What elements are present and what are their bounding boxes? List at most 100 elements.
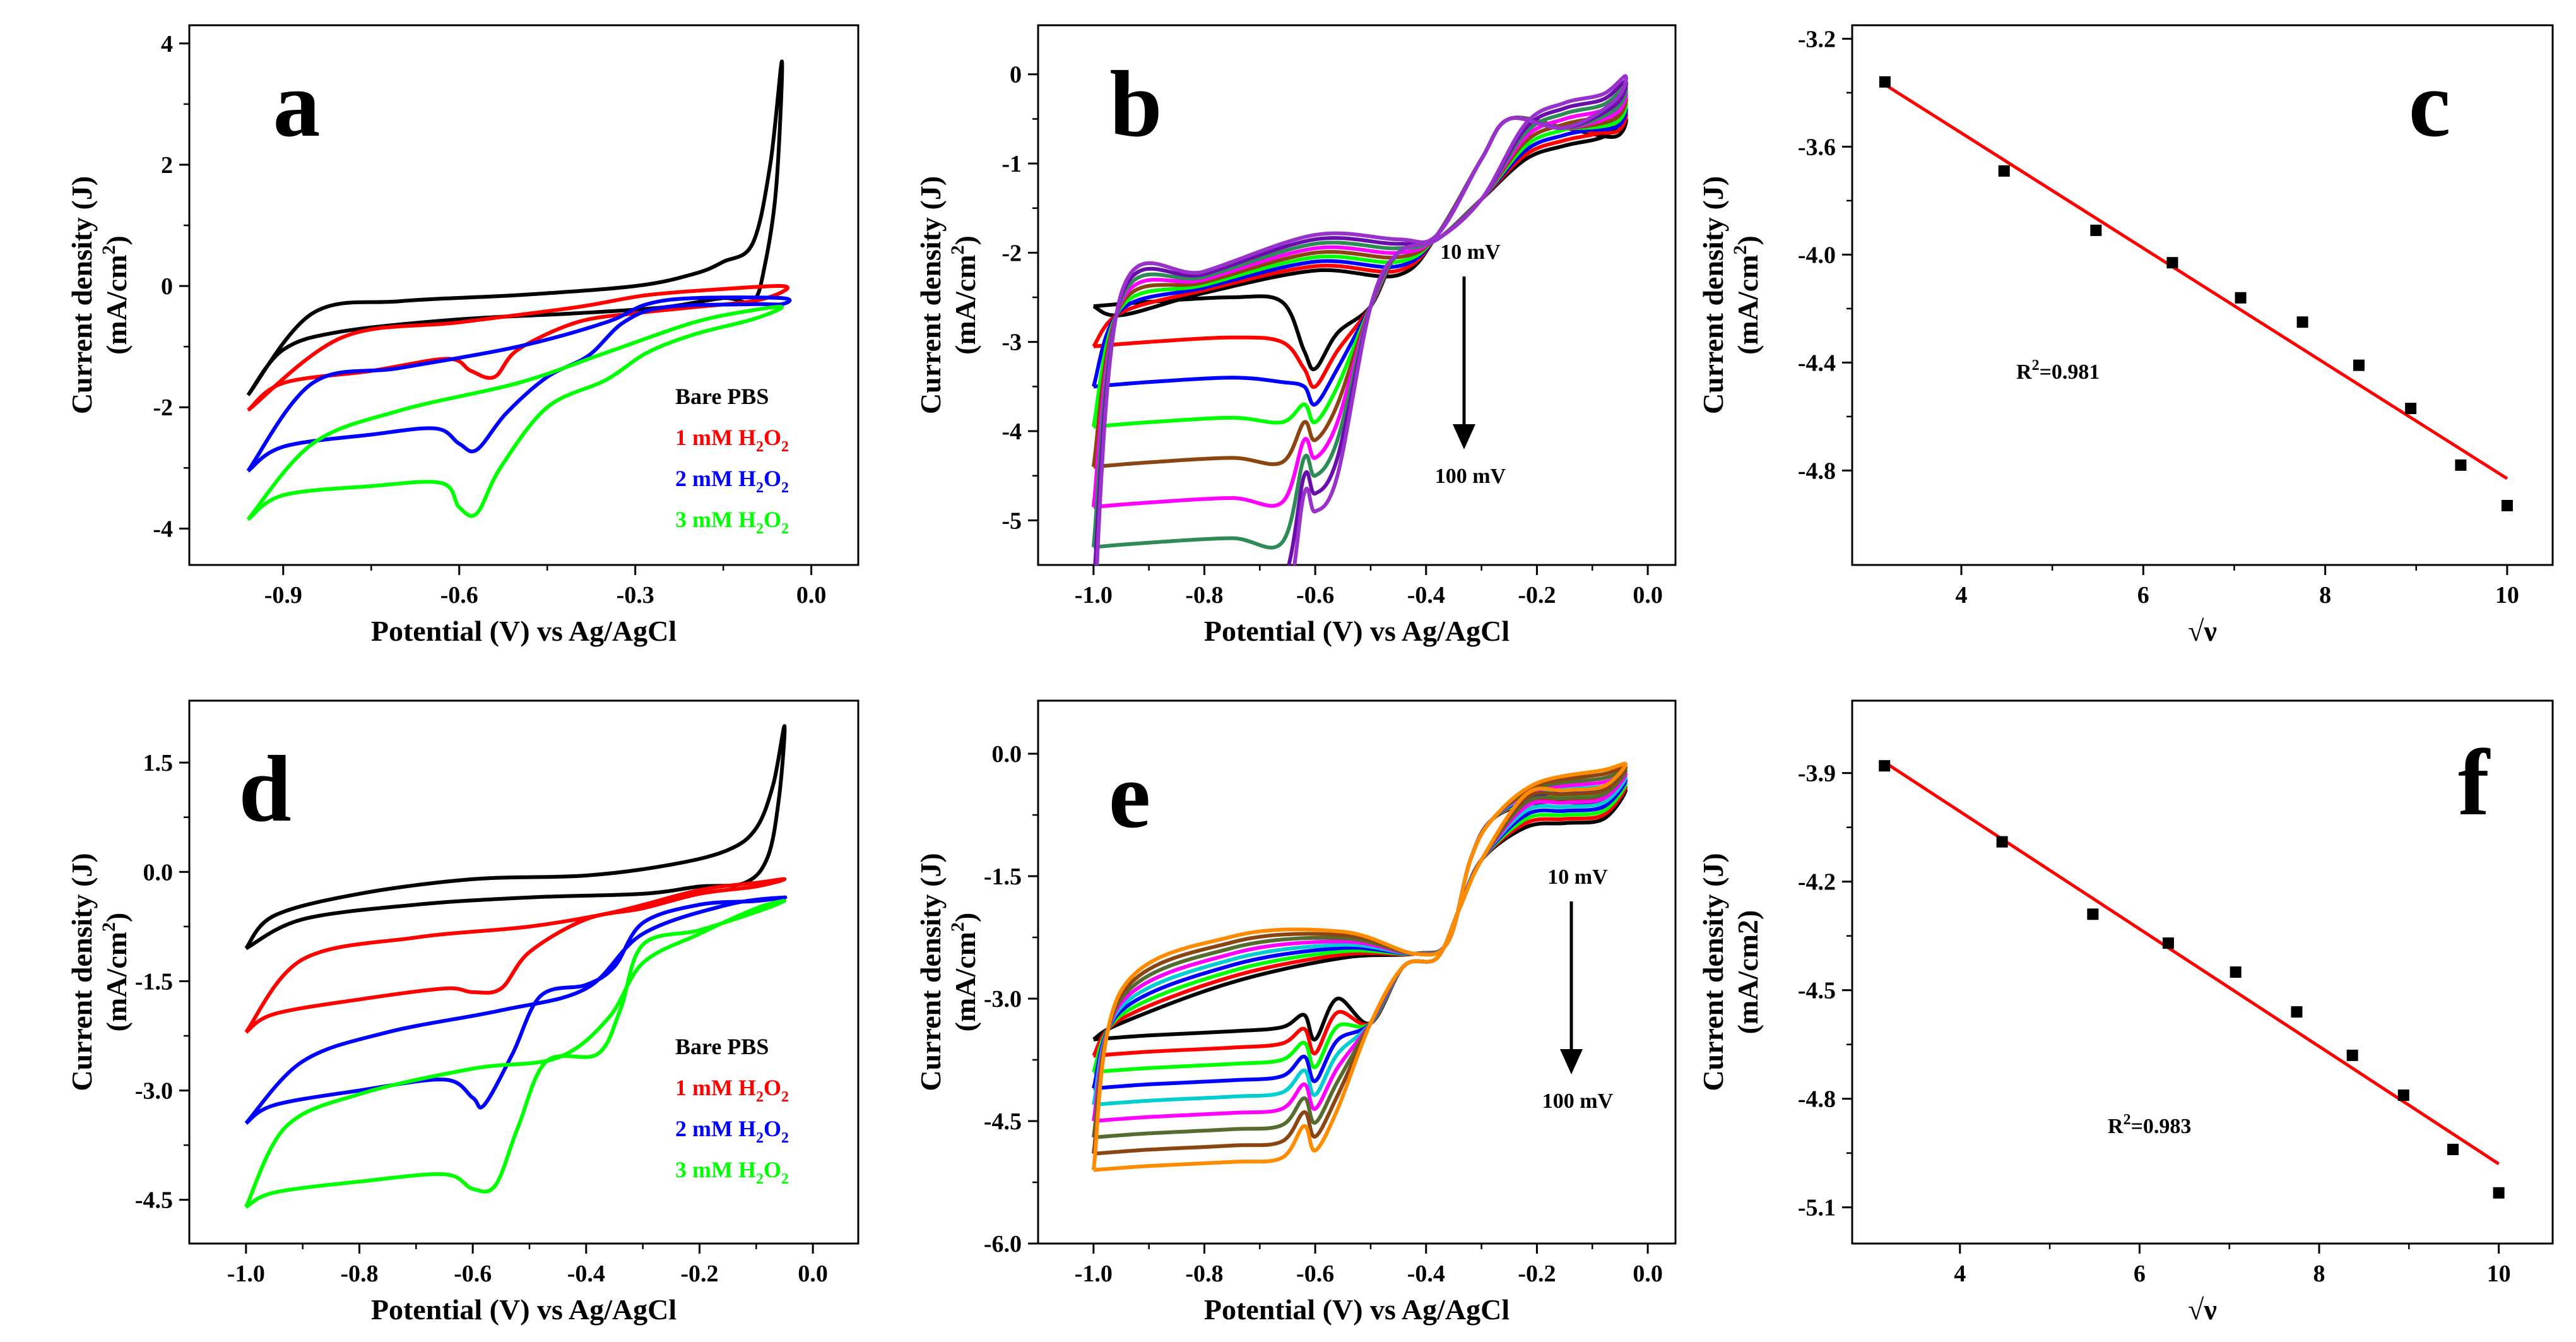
cv-scan-b-2	[1091, 106, 1628, 407]
scan-arrow-head-b	[1453, 424, 1475, 449]
x-tick-label-a: -0.9	[264, 582, 302, 609]
panel-label-b: b	[1109, 52, 1162, 157]
series-line-d-3	[244, 899, 787, 1209]
y-tick-label-e: -6.0	[984, 1231, 1022, 1257]
series-line-d-2	[244, 895, 788, 1125]
plot-frame-d	[188, 699, 860, 1245]
y-tick-label-a: 2	[161, 152, 173, 179]
y-axis-label-line2-e: (mA/cm2)	[947, 913, 981, 1032]
fit-line-f	[1883, 761, 2500, 1165]
x-tick-label-e: -1.0	[1075, 1261, 1113, 1287]
cv-scan-e-2	[1092, 781, 1628, 1074]
data-point-c-1	[1998, 165, 2010, 177]
panel-label-c: c	[2409, 52, 2451, 157]
y-tick-label-c: -3.2	[1798, 26, 1836, 52]
y-tick-label-f: -4.8	[1798, 1086, 1836, 1113]
x-axis-label-c: √ν	[2188, 615, 2217, 647]
legend-entry-d-2: 2 mM H2O2	[675, 1116, 789, 1146]
panel-e: -1.0 -0.8 -0.6 -0.4 -0.2 0.0 -6.0 -4.5 -3.0 -1.5 0…	[914, 699, 1677, 1326]
y-tick-label-f: -4.2	[1798, 869, 1836, 896]
y-tick-label-b: -2	[1001, 240, 1022, 266]
series-line-a-2	[246, 295, 792, 473]
cv-scan-b-6	[1091, 85, 1628, 550]
data-point-c-6	[2353, 359, 2365, 371]
y-tick-label-e: -4.5	[984, 1108, 1022, 1135]
fit-line-c	[1884, 83, 2508, 480]
series-line-a-3	[246, 304, 784, 521]
y-tick-label-b: -4	[1001, 419, 1022, 445]
y-tick-label-f: -5.1	[1798, 1195, 1836, 1221]
plot-frame-c	[1851, 24, 2554, 566]
cv-scan-e-5	[1091, 771, 1628, 1123]
y-axis-label-line1-b: Current density (J)	[914, 176, 947, 414]
y-tick-label-d: 1.5	[143, 750, 174, 776]
plot-area-e	[1091, 761, 1628, 1172]
cv-scan-e-3	[1091, 778, 1628, 1091]
x-tick-label-d: -0.8	[340, 1261, 378, 1287]
plot-frame-b	[1037, 24, 1677, 566]
panel-d: -1.0 -0.8 -0.6 -0.4 -0.2 0.0 -4.5 -3.0 -1.5 0.0 1.…	[66, 699, 860, 1326]
scan-annotation-top-e: 10 mV	[1547, 865, 1608, 889]
panel-a: -0.9 -0.6 -0.3 0.0 -4 -2 0 2 4 Potential (V) vs A…	[66, 24, 860, 647]
x-tick-label-e: -0.8	[1185, 1261, 1223, 1287]
x-tick-label-c: 10	[2495, 582, 2519, 609]
cv-scan-b-7	[1093, 79, 1628, 565]
x-tick-label-a: -0.6	[440, 582, 478, 609]
data-point-f-3	[2162, 937, 2174, 949]
data-point-f-7	[2397, 1089, 2409, 1101]
y-tick-label-e: 0.0	[992, 741, 1022, 768]
legend-entry-d-3: 3 mM H2O2	[675, 1157, 789, 1187]
y-tick-label-c: -4.8	[1798, 458, 1836, 484]
plot-frame-e	[1037, 699, 1677, 1245]
cv-scan-e-6	[1091, 768, 1628, 1139]
y-tick-label-b: -1	[1001, 151, 1022, 177]
data-point-f-9	[2493, 1187, 2505, 1199]
panel-label-e: e	[1109, 743, 1151, 848]
legend-entry-a-0: Bare PBS	[675, 384, 769, 409]
y-axis-label-line2-b: (mA/cm2)	[947, 235, 981, 355]
x-tick-label-b: -0.6	[1296, 582, 1334, 609]
x-tick-label-e: -0.2	[1518, 1261, 1556, 1287]
y-tick-label-a: 4	[161, 31, 173, 57]
y-tick-label-e: -1.5	[984, 864, 1022, 890]
y-tick-label-f: -4.5	[1798, 978, 1836, 1004]
data-point-c-0	[1879, 76, 1891, 88]
data-point-f-8	[2447, 1143, 2459, 1155]
y-axis-label-line1-c: Current density (J)	[1697, 176, 1729, 414]
y-tick-label-d: -4.5	[135, 1187, 173, 1214]
data-point-f-1	[1996, 836, 2008, 848]
x-tick-label-d: -1.0	[227, 1261, 265, 1287]
y-axis-label-line2-d: (mA/cm2)	[98, 913, 133, 1032]
legend-entry-a-2: 2 mM H2O2	[675, 466, 789, 496]
x-tick-label-e: 0.0	[1633, 1261, 1663, 1287]
y-tick-label-c: -4.4	[1798, 350, 1836, 376]
x-tick-label-d: -0.4	[567, 1261, 605, 1287]
legend-entry-d-1: 1 mM H2O2	[675, 1075, 789, 1105]
x-tick-label-e: -0.6	[1296, 1261, 1334, 1287]
x-tick-label-f: 4	[1954, 1261, 1966, 1287]
plot-frame-a	[188, 24, 860, 566]
data-point-c-7	[2405, 403, 2417, 415]
data-point-c-2	[2090, 224, 2102, 236]
x-tick-label-c: 8	[2319, 582, 2331, 609]
plot-area-b	[1091, 74, 1628, 565]
y-tick-label-a: -2	[153, 395, 173, 421]
y-tick-label-a: -4	[153, 516, 173, 542]
x-tick-label-a: -0.3	[617, 582, 654, 609]
y-axis-label-line1-f: Current density (J)	[1697, 853, 1729, 1091]
x-axis-label-e: Potential (V) vs Ag/AgCl	[1204, 1293, 1510, 1326]
x-tick-label-e: -0.4	[1407, 1261, 1445, 1287]
legend-entry-a-3: 3 mM H2O2	[675, 507, 789, 537]
y-tick-label-e: -3.0	[984, 986, 1022, 1012]
x-tick-label-b: -0.8	[1185, 582, 1223, 609]
y-tick-label-c: -3.6	[1798, 134, 1836, 160]
plot-area-d	[244, 724, 788, 1209]
data-point-f-4	[2230, 966, 2242, 978]
panel-label-f: f	[2458, 730, 2491, 835]
plot-frame-f	[1851, 699, 2554, 1245]
x-tick-label-a: 0.0	[796, 582, 827, 609]
cv-scan-e-0	[1092, 788, 1628, 1042]
legend-entry-d-0: Bare PBS	[675, 1034, 769, 1059]
y-axis-label-line2-a: (mA/cm2)	[98, 235, 133, 355]
x-axis-label-a: Potential (V) vs Ag/AgCl	[371, 615, 676, 647]
